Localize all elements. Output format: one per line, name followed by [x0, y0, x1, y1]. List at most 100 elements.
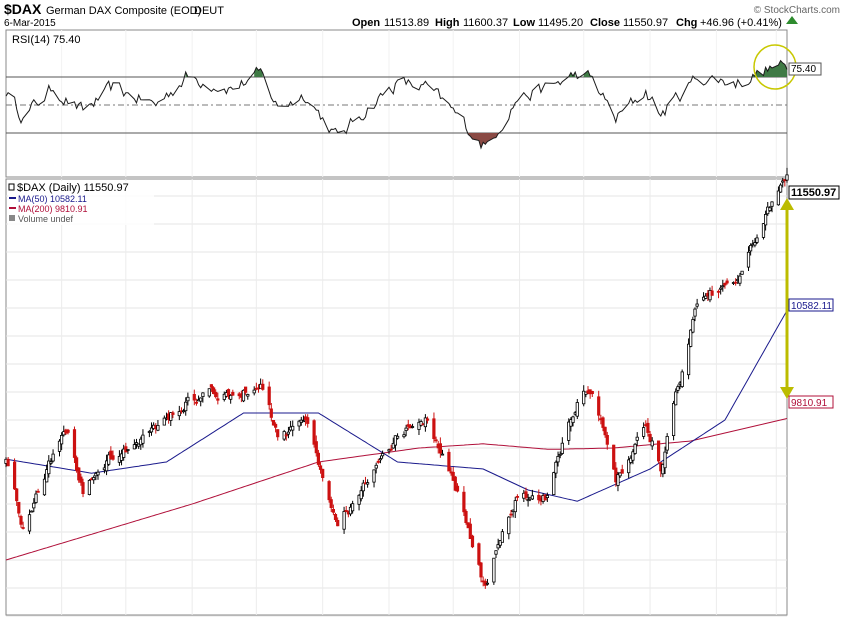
candle: [105, 454, 109, 476]
candle: [676, 384, 680, 394]
candle-body: [432, 418, 436, 439]
candle: [393, 435, 398, 451]
rsi-panel: [5, 29, 788, 178]
candle-body: [554, 461, 558, 474]
candle-body: [284, 434, 288, 437]
candle: [477, 542, 481, 566]
candle-body: [192, 393, 196, 401]
candle-body: [770, 201, 774, 207]
candle: [582, 385, 586, 407]
candle-body: [417, 421, 421, 430]
ma50-tag-box: [788, 298, 834, 312]
ohlc-close: 11550.97: [623, 17, 668, 29]
candle-body: [612, 444, 616, 470]
candle: [329, 496, 333, 512]
candle: [246, 393, 250, 400]
candle: [672, 400, 676, 441]
candle-body: [171, 412, 175, 415]
candle: [642, 422, 646, 440]
candle: [571, 415, 575, 427]
candle-body: [635, 436, 639, 441]
candle-body: [687, 343, 691, 376]
candle: [291, 420, 295, 437]
candle: [627, 456, 631, 479]
candle-body: [530, 495, 535, 500]
candle-body: [201, 392, 205, 397]
candle: [689, 329, 693, 348]
candle: [342, 506, 346, 534]
candle: [171, 410, 175, 419]
candle-body: [72, 429, 77, 458]
candle: [226, 388, 231, 400]
candle: [47, 455, 51, 478]
candle-body: [15, 488, 19, 502]
candle: [494, 550, 498, 558]
candle: [723, 282, 727, 289]
candle-body: [618, 472, 622, 477]
candle-body: [122, 448, 126, 458]
candle-body: [327, 481, 331, 501]
candle-body: [537, 494, 541, 501]
up-arrow-icon: [786, 16, 798, 24]
candle-body: [126, 449, 130, 451]
candle: [603, 426, 607, 438]
candle-body: [515, 495, 520, 498]
candle: [229, 394, 233, 404]
candle-body: [393, 435, 398, 446]
candle-body: [109, 450, 113, 460]
candle-body: [404, 427, 408, 432]
candle-body: [365, 482, 370, 485]
candle: [575, 399, 579, 419]
candle: [184, 397, 188, 416]
candle-body: [211, 387, 216, 394]
candle: [365, 479, 370, 488]
candle-body: [66, 429, 70, 433]
candle: [770, 201, 774, 213]
rsi-value-tag: 75.40: [791, 64, 816, 75]
candle-body: [229, 394, 233, 400]
candle: [199, 397, 203, 407]
candle-body: [372, 469, 376, 483]
legend-ma200: MA(200) 9810.91: [18, 204, 88, 214]
candle-body: [425, 418, 430, 421]
candle: [111, 450, 115, 461]
candle-body: [509, 513, 513, 516]
candle: [42, 473, 47, 496]
candle-body: [261, 383, 265, 390]
candle: [241, 389, 246, 403]
candle: [485, 579, 490, 586]
candle-body: [273, 423, 278, 428]
candle: [181, 408, 186, 414]
candle-body: [286, 431, 291, 435]
candle: [597, 390, 601, 422]
candle: [32, 498, 36, 513]
candle-body: [410, 426, 415, 428]
candle-body: [350, 503, 355, 512]
candle-body: [710, 290, 714, 296]
candle: [336, 517, 340, 527]
candle-body: [513, 500, 517, 513]
candle-body: [87, 479, 91, 495]
candle: [51, 449, 55, 463]
symbol-name: German DAX Composite (EOD): [46, 5, 201, 17]
candle-body: [676, 386, 680, 391]
candle: [134, 438, 139, 449]
candle: [560, 437, 564, 455]
candle: [186, 392, 190, 406]
candle-body: [92, 477, 96, 481]
candle-body: [746, 251, 751, 268]
candle-body: [558, 453, 562, 456]
candle: [526, 493, 530, 507]
candle: [276, 429, 280, 441]
candle: [674, 388, 678, 406]
candle-body: [149, 427, 154, 433]
candle: [479, 562, 483, 583]
candle-body: [316, 452, 321, 465]
candle: [567, 418, 571, 445]
candle: [273, 422, 278, 433]
candle: [507, 516, 511, 540]
candle-body: [753, 242, 757, 246]
candle: [107, 451, 111, 466]
candle-body: [704, 295, 708, 299]
candle-body: [631, 451, 635, 461]
